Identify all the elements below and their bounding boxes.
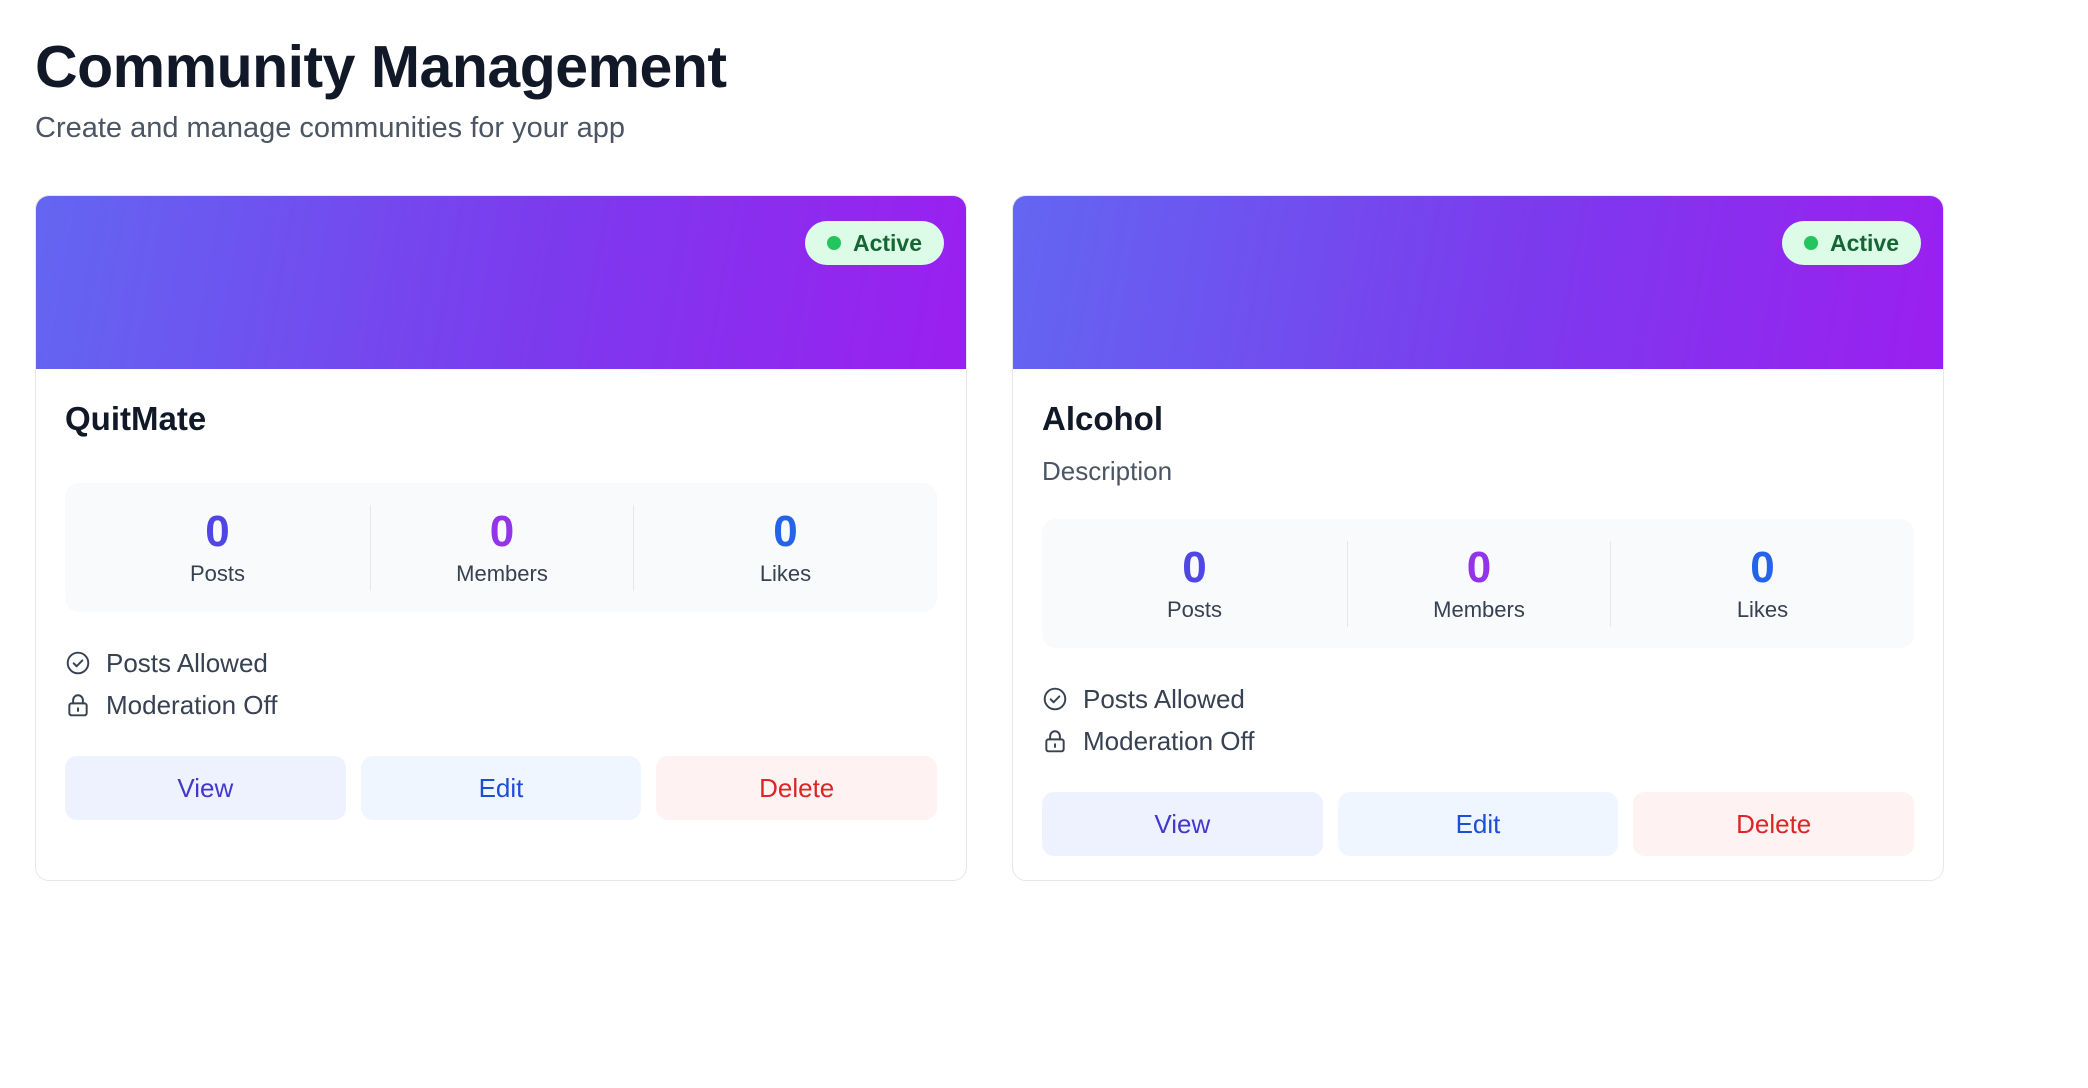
lock-icon	[1042, 728, 1068, 754]
page-subtitle: Create and manage communities for your a…	[35, 112, 625, 144]
stats-panel: 0 Posts 0 Members 0 Likes	[65, 483, 937, 612]
stat-members-label: Members	[456, 560, 548, 586]
status-dot-icon	[826, 236, 841, 250]
feature-posts-label: Posts Allowed	[1083, 683, 1245, 714]
card-banner: Active	[1013, 196, 1943, 369]
community-card-alcohol: Active Alcohol Description 0 Posts 0 Mem…	[1012, 195, 1944, 881]
stat-posts-label: Posts	[1166, 596, 1223, 622]
stat-likes-label: Likes	[759, 560, 812, 586]
feature-moderation: Moderation Off	[65, 684, 937, 726]
community-cards: Active QuitMate 0 Posts 0 Members 0	[35, 195, 1944, 881]
feature-posts-allowed: Posts Allowed	[1042, 678, 1914, 720]
edit-button[interactable]: Edit	[1337, 792, 1619, 856]
stat-likes-value: 0	[1750, 542, 1775, 592]
status-label: Active	[1829, 229, 1899, 256]
check-circle-icon	[1042, 686, 1068, 712]
community-name: Alcohol	[1042, 400, 1163, 437]
stat-posts-value: 0	[1182, 542, 1207, 592]
stat-members: 0 Members	[1347, 540, 1611, 627]
stat-likes-label: Likes	[1736, 596, 1789, 622]
stat-members-label: Members	[1433, 596, 1525, 622]
feature-moderation-label: Moderation Off	[1083, 725, 1255, 756]
check-circle-icon	[65, 650, 91, 676]
stat-posts: 0 Posts	[65, 505, 370, 591]
feature-posts-label: Posts Allowed	[106, 647, 268, 678]
stat-members: 0 Members	[370, 504, 634, 591]
edit-button[interactable]: Edit	[360, 756, 642, 820]
feature-list: Posts Allowed Moderation Off	[1042, 678, 1914, 762]
status-dot-icon	[1803, 236, 1818, 250]
feature-moderation-label: Moderation Off	[106, 689, 278, 720]
stat-posts-label: Posts	[189, 560, 246, 586]
stats-panel: 0 Posts 0 Members 0 Likes	[1042, 519, 1914, 648]
view-button[interactable]: View	[1042, 792, 1323, 856]
feature-moderation: Moderation Off	[1042, 720, 1914, 762]
stat-members-value: 0	[1466, 542, 1492, 592]
stat-posts: 0 Posts	[1042, 541, 1347, 627]
status-label: Active	[852, 229, 922, 256]
card-body: QuitMate 0 Posts 0 Members 0 Likes	[36, 369, 966, 820]
stat-likes: 0 Likes	[634, 505, 937, 591]
community-name: QuitMate	[65, 400, 207, 437]
delete-button[interactable]: Delete	[1633, 792, 1915, 856]
status-badge: Active	[804, 221, 944, 265]
view-button[interactable]: View	[65, 756, 346, 820]
community-description: Description	[1042, 456, 1173, 486]
feature-list: Posts Allowed Moderation Off	[65, 642, 937, 726]
community-card-quitmate: Active QuitMate 0 Posts 0 Members 0	[35, 195, 967, 881]
status-badge: Active	[1781, 221, 1921, 265]
delete-button[interactable]: Delete	[656, 756, 938, 820]
card-banner: Active	[36, 196, 966, 369]
stat-members-value: 0	[489, 506, 515, 556]
feature-posts-allowed: Posts Allowed	[65, 642, 937, 684]
card-actions: View Edit Delete	[1042, 792, 1915, 856]
stat-likes: 0 Likes	[1611, 541, 1914, 627]
lock-icon	[65, 692, 91, 718]
stat-likes-value: 0	[773, 506, 798, 556]
page-title: Community Management	[35, 34, 727, 100]
card-actions: View Edit Delete	[65, 756, 938, 820]
stat-posts-value: 0	[205, 506, 230, 556]
card-body: Alcohol Description 0 Posts 0 Members 0 …	[1013, 369, 1943, 856]
